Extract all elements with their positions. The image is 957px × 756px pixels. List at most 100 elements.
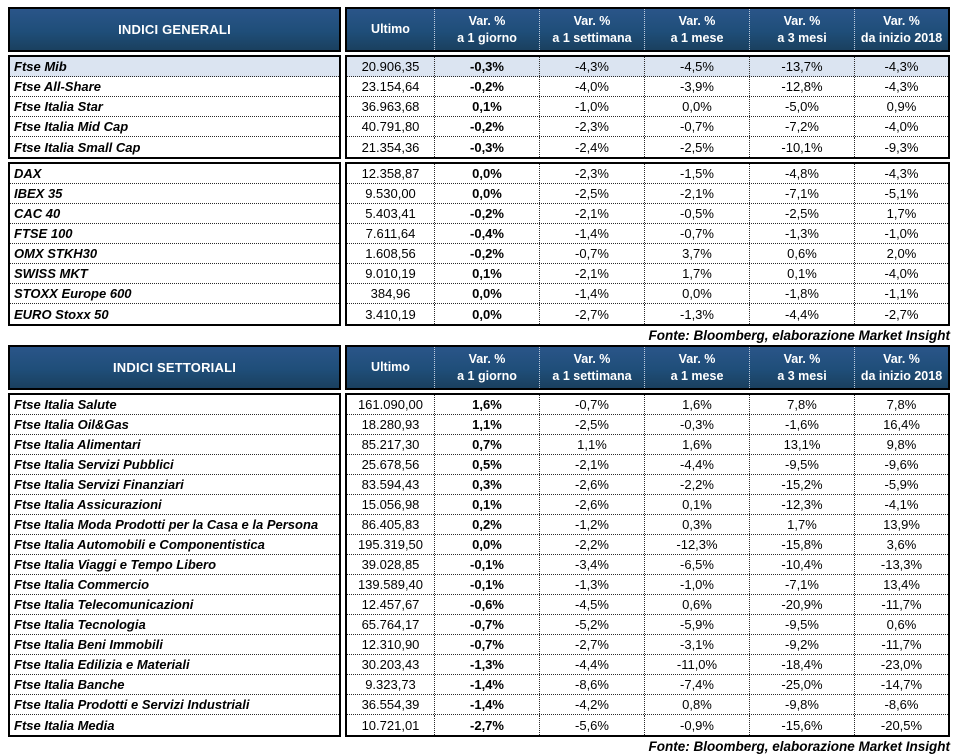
cell-ultimo: 40.791,80 — [361, 119, 420, 134]
table-row: 30.203,43 -1,3% -4,4% -11,0% -18,4% -23,0% — [347, 655, 948, 675]
cell-var-3-mesi: -7,2% — [749, 117, 854, 136]
cell-var-1-settimana: -2,4% — [539, 137, 644, 157]
cell-var-1-settimana: -2,7% — [539, 635, 644, 654]
cell-ultimo: 12.457,67 — [361, 597, 420, 612]
index-name-cell: Ftse All-Share — [10, 77, 339, 97]
cell-var-1-giorno: 0,7% — [434, 435, 539, 454]
cell-var-1-mese: -2,5% — [644, 137, 749, 157]
index-name-cell: Ftse Italia Mid Cap — [10, 117, 339, 137]
cell-var-da-inizio-2018: -5,9% — [854, 475, 948, 494]
cell-var-1-settimana: -2,1% — [539, 204, 644, 223]
cell-var-1-giorno: 0,0% — [434, 284, 539, 303]
cell-var-1-mese: -5,9% — [644, 615, 749, 634]
cell-var-1-mese: -4,5% — [644, 57, 749, 76]
source-note-top: Fonte: Bloomberg, elaborazione Market In… — [648, 328, 950, 343]
cell-var-1-settimana: -4,2% — [539, 695, 644, 714]
cell-var-da-inizio-2018: 9,8% — [854, 435, 948, 454]
cell-var-1-settimana: -5,6% — [539, 715, 644, 735]
cell-var-1-mese: -6,5% — [644, 555, 749, 574]
cell-var-1-settimana: -5,2% — [539, 615, 644, 634]
table-row: 83.594,43 0,3% -2,6% -2,2% -15,2% -5,9% — [347, 475, 948, 495]
cell-var-1-settimana: -0,7% — [539, 395, 644, 414]
table-row: 139.589,40 -0,1% -1,3% -1,0% -7,1% 13,4% — [347, 575, 948, 595]
cell-var-1-giorno: -0,3% — [434, 137, 539, 157]
index-name-cell: Ftse Italia Commercio — [10, 575, 339, 595]
cell-var-1-settimana: -2,3% — [539, 117, 644, 136]
cell-var-1-giorno: -0,1% — [434, 575, 539, 594]
cell-var-1-giorno: -0,4% — [434, 224, 539, 243]
table-row: 1.608,56 -0,2% -0,7% 3,7% 0,6% 2,0% — [347, 244, 948, 264]
cell-var-1-settimana: -3,4% — [539, 555, 644, 574]
cell-var-3-mesi: -1,3% — [749, 224, 854, 243]
cell-var-1-settimana: -2,2% — [539, 535, 644, 554]
index-name-cell: Ftse Italia Edilizia e Materiali — [10, 655, 339, 675]
cell-var-3-mesi: 1,7% — [749, 515, 854, 534]
cell-var-1-giorno: -0,2% — [434, 77, 539, 96]
cell-var-1-mese: 1,6% — [644, 435, 749, 454]
cell-ultimo: 5.403,41 — [365, 206, 416, 221]
cell-var-1-giorno: -0,2% — [434, 204, 539, 223]
cell-ultimo: 1.608,56 — [365, 246, 416, 261]
table-row: 195.319,50 0,0% -2,2% -12,3% -15,8% 3,6% — [347, 535, 948, 555]
table-row: 21.354,36 -0,3% -2,4% -2,5% -10,1% -9,3% — [347, 137, 948, 157]
cell-var-da-inizio-2018: -2,7% — [854, 304, 948, 324]
cell-var-1-mese: 0,6% — [644, 595, 749, 614]
cell-ultimo: 10.721,01 — [361, 717, 420, 733]
cell-var-da-inizio-2018: 3,6% — [854, 535, 948, 554]
cell-var-da-inizio-2018: -11,7% — [854, 595, 948, 614]
index-name-cell: Ftse Italia Tecnologia — [10, 615, 339, 635]
cell-var-1-settimana: -2,6% — [539, 475, 644, 494]
cell-ultimo: 25.678,56 — [361, 457, 420, 472]
cell-ultimo: 139.589,40 — [357, 577, 424, 592]
column-header-var-3-mesi: Var. % a 3 mesi — [749, 9, 854, 50]
column-header-var-1-giorno: Var. % a 1 giorno — [434, 9, 539, 50]
cell-var-da-inizio-2018: -4,0% — [854, 117, 948, 136]
cell-var-3-mesi: 0,1% — [749, 264, 854, 283]
cell-var-1-settimana: -4,0% — [539, 77, 644, 96]
cell-var-1-mese: -0,3% — [644, 415, 749, 434]
cell-var-1-giorno: 0,2% — [434, 515, 539, 534]
cell-ultimo: 86.405,83 — [361, 517, 420, 532]
column-header-var-da-inizio-2018: Var. % da inizio 2018 — [854, 347, 948, 388]
cell-var-1-mese: -0,7% — [644, 117, 749, 136]
cell-var-1-mese: -0,7% — [644, 224, 749, 243]
cell-ultimo: 15.056,98 — [361, 497, 420, 512]
table-row: 12.358,87 0,0% -2,3% -1,5% -4,8% -4,3% — [347, 164, 948, 184]
cell-var-da-inizio-2018: -4,0% — [854, 264, 948, 283]
cell-var-1-giorno: -0,6% — [434, 595, 539, 614]
cell-var-1-giorno: -0,2% — [434, 244, 539, 263]
cell-var-1-settimana: -2,3% — [539, 164, 644, 183]
index-name-cell: Ftse Italia Prodotti e Servizi Industria… — [10, 695, 339, 715]
cell-var-da-inizio-2018: 2,0% — [854, 244, 948, 263]
cell-var-1-giorno: 0,3% — [434, 475, 539, 494]
cell-var-1-settimana: -2,7% — [539, 304, 644, 324]
cell-var-1-settimana: 1,1% — [539, 435, 644, 454]
indici-generali-section: INDICI GENERALI Ftse Mib Ftse All-Share Ft… — [8, 7, 950, 326]
cell-var-1-giorno: 0,1% — [434, 495, 539, 514]
indici-generali-title: INDICI GENERALI — [8, 7, 341, 52]
index-name-cell: Ftse Italia Moda Prodotti per la Casa e … — [10, 515, 339, 535]
table-title-text: INDICI GENERALI — [118, 22, 231, 37]
column-header-var-1-mese: Var. % a 1 mese — [644, 347, 749, 388]
cell-var-1-giorno: -0,7% — [434, 635, 539, 654]
cell-var-da-inizio-2018: -1,1% — [854, 284, 948, 303]
cell-var-1-settimana: -1,2% — [539, 515, 644, 534]
table-row: 161.090,00 1,6% -0,7% 1,6% 7,8% 7,8% — [347, 395, 948, 415]
cell-var-1-mese: -11,0% — [644, 655, 749, 674]
cell-var-da-inizio-2018: -4,3% — [854, 77, 948, 96]
cell-var-1-settimana: -2,6% — [539, 495, 644, 514]
table-row: 36.554,39 -1,4% -4,2% 0,8% -9,8% -8,6% — [347, 695, 948, 715]
cell-ultimo: 39.028,85 — [361, 557, 420, 572]
cell-var-3-mesi: -5,0% — [749, 97, 854, 116]
index-name-cell: Ftse Italia Media — [14, 717, 115, 733]
cell-var-1-giorno: -0,3% — [434, 57, 539, 76]
table-row: 65.764,17 -0,7% -5,2% -5,9% -9,5% 0,6% — [347, 615, 948, 635]
cell-var-da-inizio-2018: -14,7% — [854, 675, 948, 694]
table-row: 36.963,68 0,1% -1,0% 0,0% -5,0% 0,9% — [347, 97, 948, 117]
cell-var-1-settimana: -2,1% — [539, 455, 644, 474]
cell-var-3-mesi: -20,9% — [749, 595, 854, 614]
cell-var-1-settimana: -4,4% — [539, 655, 644, 674]
indici-generali-labels-column: INDICI GENERALI Ftse Mib Ftse All-Share Ft… — [8, 7, 341, 326]
cell-var-1-giorno: -1,3% — [434, 655, 539, 674]
